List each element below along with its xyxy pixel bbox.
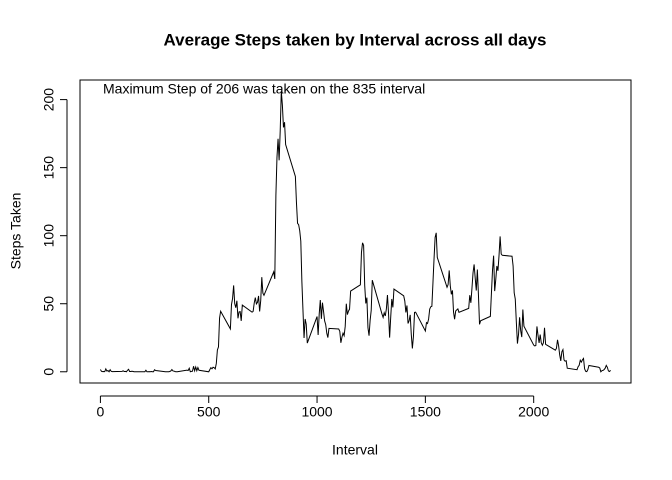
x-tick-label: 1000	[301, 404, 332, 420]
x-tick-label: 1500	[410, 404, 441, 420]
x-axis-label: Interval	[332, 442, 378, 458]
x-tick-label: 2000	[518, 404, 549, 420]
y-axis-label: Steps Taken	[8, 193, 24, 270]
y-tick-label: 200	[41, 88, 57, 112]
chart-title: Average Steps taken by Interval across a…	[163, 30, 546, 49]
data-line	[99, 91, 611, 373]
x-tick-label: 500	[197, 404, 221, 420]
x-tick-label: 0	[97, 404, 105, 420]
y-tick-label: 0	[41, 368, 57, 376]
annotation: Maximum Step of 206 was taken on the 835…	[103, 81, 425, 97]
y-tick-label: 100	[41, 224, 57, 248]
y-tick-label: 50	[41, 296, 57, 312]
plot-box	[79, 79, 632, 384]
y-tick-label: 150	[41, 156, 57, 180]
